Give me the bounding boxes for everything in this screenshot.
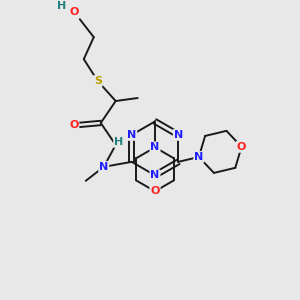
Text: O: O	[150, 186, 160, 196]
Text: H: H	[114, 137, 123, 147]
Text: O: O	[69, 120, 79, 130]
Text: N: N	[174, 130, 183, 140]
Text: N: N	[127, 130, 136, 140]
Text: O: O	[69, 7, 79, 17]
Text: N: N	[194, 152, 203, 162]
Text: S: S	[94, 76, 102, 86]
Text: H: H	[57, 1, 67, 11]
Text: O: O	[237, 142, 246, 152]
Text: N: N	[150, 142, 160, 152]
Text: N: N	[150, 170, 160, 180]
Text: N: N	[99, 162, 108, 172]
